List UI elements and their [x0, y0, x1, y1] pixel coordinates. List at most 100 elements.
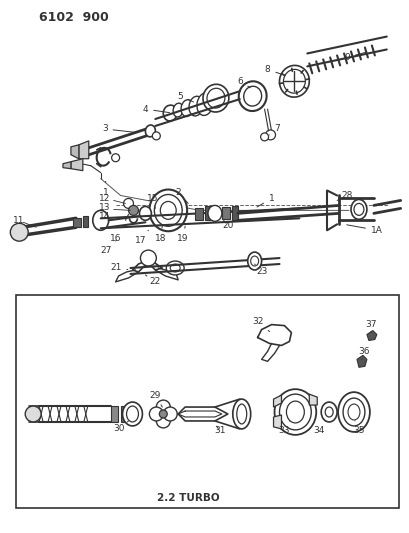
Circle shape: [140, 250, 156, 266]
Ellipse shape: [149, 190, 187, 231]
Ellipse shape: [320, 402, 336, 422]
Polygon shape: [71, 145, 79, 159]
Text: 14: 14: [99, 212, 110, 221]
Ellipse shape: [160, 201, 176, 219]
Ellipse shape: [286, 401, 303, 423]
Circle shape: [111, 154, 119, 161]
Polygon shape: [366, 330, 376, 341]
Ellipse shape: [347, 404, 359, 420]
Text: 7: 7: [269, 124, 280, 135]
Polygon shape: [79, 141, 89, 159]
Text: 6102  900: 6102 900: [39, 11, 109, 24]
Text: 2.2 TURBO: 2.2 TURBO: [156, 494, 219, 503]
Polygon shape: [308, 394, 317, 405]
Ellipse shape: [283, 69, 305, 93]
Text: 27: 27: [100, 240, 116, 255]
Text: 2: 2: [175, 188, 188, 204]
Text: 4: 4: [142, 104, 169, 114]
Bar: [120, 406, 125, 422]
Text: 15: 15: [146, 194, 158, 208]
Text: 17: 17: [135, 230, 148, 245]
Circle shape: [25, 406, 41, 422]
Text: 19: 19: [177, 227, 189, 243]
Text: 13: 13: [99, 203, 110, 212]
Circle shape: [265, 130, 275, 140]
Circle shape: [123, 198, 133, 208]
Text: 18: 18: [154, 227, 166, 243]
Text: 5: 5: [177, 92, 193, 102]
Text: 1: 1: [256, 194, 274, 207]
Ellipse shape: [274, 389, 315, 435]
Text: 11: 11: [13, 216, 25, 225]
Polygon shape: [273, 395, 281, 407]
Text: 32: 32: [252, 317, 269, 332]
Ellipse shape: [238, 82, 266, 111]
Circle shape: [10, 223, 28, 241]
Bar: [231, 206, 237, 220]
Polygon shape: [356, 356, 366, 367]
Bar: [195, 208, 202, 220]
Text: 28: 28: [336, 191, 352, 200]
Text: 20: 20: [222, 221, 233, 230]
Ellipse shape: [247, 252, 261, 270]
Ellipse shape: [207, 88, 225, 108]
Text: 23: 23: [254, 264, 267, 277]
Ellipse shape: [139, 206, 151, 220]
Bar: [204, 206, 211, 220]
Polygon shape: [273, 415, 281, 429]
Text: 9: 9: [343, 52, 365, 62]
Text: 31: 31: [213, 426, 225, 435]
Text: 8: 8: [264, 65, 284, 75]
Ellipse shape: [122, 402, 142, 426]
Ellipse shape: [163, 105, 177, 121]
Circle shape: [260, 133, 268, 141]
Ellipse shape: [202, 84, 228, 112]
Ellipse shape: [353, 204, 363, 215]
Ellipse shape: [166, 261, 184, 275]
Ellipse shape: [279, 66, 308, 97]
Ellipse shape: [337, 392, 369, 432]
Ellipse shape: [250, 256, 258, 266]
Ellipse shape: [342, 398, 364, 426]
Circle shape: [128, 205, 138, 215]
Text: 6: 6: [236, 77, 250, 88]
Text: 29: 29: [149, 391, 162, 407]
Ellipse shape: [350, 199, 366, 219]
Ellipse shape: [126, 406, 138, 422]
Text: 21: 21: [110, 263, 128, 272]
Text: 12: 12: [99, 194, 110, 203]
Text: 36: 36: [357, 347, 369, 359]
Circle shape: [152, 132, 160, 140]
Ellipse shape: [92, 211, 108, 230]
Text: 22: 22: [145, 275, 161, 286]
Text: 16: 16: [108, 228, 121, 243]
Text: 30: 30: [112, 421, 128, 433]
Circle shape: [156, 400, 170, 414]
Ellipse shape: [196, 93, 213, 116]
Ellipse shape: [232, 399, 250, 429]
Ellipse shape: [236, 404, 246, 424]
Circle shape: [149, 407, 163, 421]
Bar: [110, 406, 117, 422]
Bar: [16, 295, 398, 508]
Ellipse shape: [170, 264, 180, 272]
Ellipse shape: [279, 394, 310, 430]
Text: 1A: 1A: [346, 225, 382, 235]
Ellipse shape: [243, 86, 261, 106]
Text: 35: 35: [352, 421, 364, 435]
Circle shape: [163, 407, 177, 421]
Ellipse shape: [181, 100, 193, 116]
Ellipse shape: [173, 103, 183, 117]
Text: 34: 34: [313, 421, 325, 435]
Bar: [221, 207, 229, 219]
Ellipse shape: [145, 125, 155, 137]
Circle shape: [156, 414, 170, 428]
Text: 1: 1: [103, 181, 108, 197]
Circle shape: [159, 410, 167, 418]
Polygon shape: [71, 159, 83, 171]
Polygon shape: [63, 161, 71, 168]
Ellipse shape: [154, 195, 182, 227]
Text: 37: 37: [364, 320, 376, 333]
Ellipse shape: [207, 205, 221, 221]
Bar: [73, 219, 81, 227]
